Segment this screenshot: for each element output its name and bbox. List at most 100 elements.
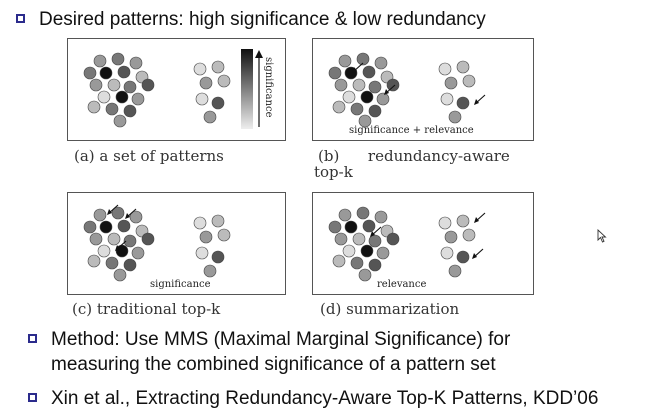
square-bullet-icon — [28, 334, 37, 343]
pattern-circle-icon — [105, 256, 119, 270]
bullet-reference-text: Xin et al., Extracting Redundancy-Aware … — [51, 388, 599, 409]
pattern-circle-icon — [356, 52, 370, 66]
pattern-circle-icon — [350, 256, 364, 270]
panel-c: significance — [67, 192, 286, 295]
pattern-circle-icon — [89, 78, 103, 92]
pattern-circle-icon — [368, 234, 382, 248]
pattern-circle-icon — [444, 76, 458, 90]
pattern-circle-icon — [456, 250, 470, 264]
panel-b-inner-label: significance + relevance — [349, 125, 474, 136]
pattern-circle-icon — [89, 232, 103, 246]
pattern-circle-icon — [352, 78, 366, 92]
pattern-circle-icon — [195, 246, 209, 260]
pattern-circle-icon — [99, 220, 113, 234]
pattern-circle-icon — [334, 78, 348, 92]
pattern-circle-icon — [332, 254, 346, 268]
pattern-circle-icon — [362, 65, 376, 79]
selection-arrowhead-icon — [472, 253, 477, 259]
pattern-circle-icon — [356, 206, 370, 220]
pattern-circle-icon — [211, 214, 225, 228]
pattern-circle-icon — [328, 220, 342, 234]
pattern-circle-icon — [107, 232, 121, 246]
pattern-circle-icon — [111, 52, 125, 66]
significance-gradient-bar — [241, 49, 253, 129]
pattern-circle-icon — [123, 258, 137, 272]
panel-d-graphic — [328, 206, 486, 282]
pattern-circle-icon — [448, 110, 462, 124]
pattern-circle-icon — [338, 208, 352, 222]
pattern-circle-icon — [97, 90, 111, 104]
pattern-circle-icon — [113, 268, 127, 282]
pattern-circle-icon — [99, 66, 113, 80]
pattern-circle-icon — [93, 208, 107, 222]
pattern-circle-icon — [368, 258, 382, 272]
pattern-circle-icon — [87, 254, 101, 268]
panel-b-caption-line2: top-k — [314, 163, 353, 181]
pattern-circle-icon — [141, 78, 155, 92]
pattern-circle-icon — [462, 228, 476, 242]
mouse-pointer-icon — [597, 229, 607, 243]
pattern-circle-icon — [123, 104, 137, 118]
pattern-circle-icon — [360, 244, 374, 258]
pattern-circle-icon — [444, 230, 458, 244]
up-arrow-icon — [255, 50, 263, 127]
pattern-circle-icon — [107, 78, 121, 92]
pattern-circle-icon — [141, 232, 155, 246]
heading-row: Desired patterns: high significance & lo… — [16, 7, 486, 32]
pattern-circle-icon — [368, 104, 382, 118]
pattern-circle-icon — [342, 90, 356, 104]
panel-d-caption: (d) summarization — [320, 300, 460, 318]
pattern-circle-icon — [193, 216, 207, 230]
pattern-circle-icon — [440, 246, 454, 260]
pattern-circle-icon — [358, 114, 372, 128]
pattern-circle-icon — [115, 90, 129, 104]
pattern-circle-icon — [117, 65, 131, 79]
bullet-method-line2: measuring the combined significance of a… — [51, 354, 496, 375]
pattern-circle-icon — [342, 244, 356, 258]
pattern-circle-icon — [217, 74, 231, 88]
square-bullet-icon — [28, 393, 37, 402]
pattern-circle-icon — [448, 264, 462, 278]
pattern-circle-icon — [386, 78, 400, 92]
pattern-circle-icon — [87, 100, 101, 114]
panel-c-inner-label: significance — [150, 279, 211, 290]
bullet-method: Method: Use MMS (Maximal Marginal Signif… — [28, 327, 510, 377]
pattern-circle-icon — [129, 56, 143, 70]
panel-a-axis-label: significance — [263, 57, 274, 118]
pattern-circle-icon — [328, 66, 342, 80]
pattern-circle-icon — [352, 232, 366, 246]
pattern-circle-icon — [360, 90, 374, 104]
pattern-circle-icon — [131, 92, 145, 106]
panel-b-caption-line1: (b) redundancy-aware — [318, 147, 510, 165]
selection-arrowhead-icon — [474, 99, 479, 105]
pattern-circle-icon — [113, 114, 127, 128]
bullet-reference: Xin et al., Extracting Redundancy-Aware … — [28, 386, 598, 411]
pattern-circle-icon — [456, 60, 470, 74]
selection-arrowhead-icon — [115, 245, 120, 251]
panel-d-inner-label: relevance — [377, 279, 427, 290]
pattern-circle-icon — [368, 80, 382, 94]
pattern-circle-icon — [217, 228, 231, 242]
pattern-circle-icon — [199, 230, 213, 244]
panel-a-caption: (a) a set of patterns — [74, 147, 224, 165]
pattern-circle-icon — [93, 54, 107, 68]
pattern-circle-icon — [211, 60, 225, 74]
pattern-circle-icon — [334, 232, 348, 246]
selection-arrowhead-icon — [474, 217, 479, 223]
pattern-circle-icon — [193, 62, 207, 76]
pattern-circle-icon — [456, 214, 470, 228]
pattern-circle-icon — [456, 96, 470, 110]
pattern-circle-icon — [123, 234, 137, 248]
pattern-circle-icon — [350, 102, 364, 116]
selection-arrowhead-icon — [125, 213, 130, 219]
selection-arrowhead-icon — [107, 209, 112, 215]
pattern-circle-icon — [97, 244, 111, 258]
pattern-circle-icon — [123, 80, 137, 94]
panel-a-graphic — [83, 52, 231, 128]
pattern-circle-icon — [376, 92, 390, 106]
pattern-circle-icon — [83, 66, 97, 80]
panel-d: relevance — [312, 192, 534, 295]
pattern-circle-icon — [386, 232, 400, 246]
pattern-circle-icon — [462, 74, 476, 88]
pattern-circle-icon — [105, 102, 119, 116]
